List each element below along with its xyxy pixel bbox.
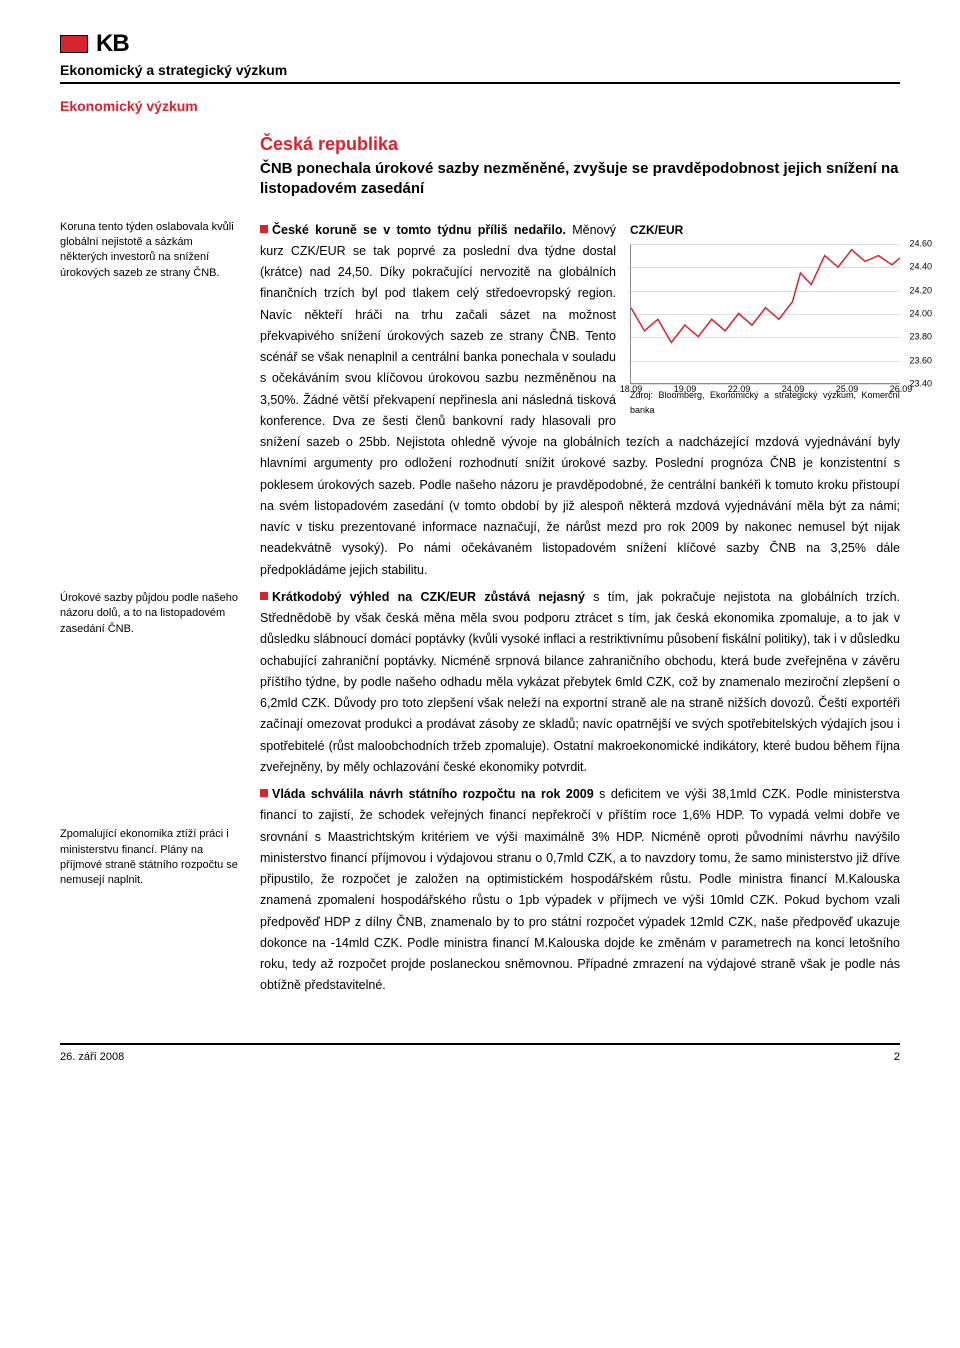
- header-bar: Ekonomický a strategický výzkum: [60, 62, 900, 84]
- subdepartment-name: Ekonomický výzkum: [60, 98, 900, 114]
- logo-mark: [60, 35, 88, 53]
- bullet-icon: [260, 592, 268, 600]
- chart-ytick: 23.40: [909, 376, 932, 391]
- chart-ytick: 24.20: [909, 283, 932, 298]
- country-title: Česká republika: [260, 134, 900, 155]
- paragraph-lead: Vláda schválila návrh státního rozpočtu …: [272, 787, 594, 801]
- chart-xtick: 26.09: [890, 382, 913, 397]
- paragraph: Krátkodobý výhled na CZK/EUR zůstává nej…: [260, 587, 900, 778]
- side-note: Koruna tento týden oslabovala kvůli glob…: [60, 220, 240, 282]
- chart-ytick: 23.60: [909, 353, 932, 368]
- side-note: Úrokové sazby půjdou podle našeho názoru…: [60, 591, 240, 637]
- chart-ytick: 24.00: [909, 306, 932, 321]
- footer-page-number: 2: [894, 1051, 900, 1063]
- chart-ytick: 23.80: [909, 330, 932, 345]
- chart-xtick: 25.09: [836, 382, 859, 397]
- bullet-icon: [260, 225, 268, 233]
- side-column: Koruna tento týden oslabovala kvůli glob…: [60, 220, 240, 1003]
- chart-czk-eur: CZK/EUR 24.6024.4024.2024.0023.8023.6023…: [630, 220, 900, 419]
- chart-xtick: 18.09: [620, 382, 643, 397]
- logo-text: KB: [96, 30, 129, 58]
- chart-ytick: 24.40: [909, 260, 932, 275]
- paragraph-lead: České koruně se v tomto týdnu příliš ned…: [272, 223, 566, 237]
- paragraph-body: s deficitem ve výši 38,1mld CZK. Podle m…: [260, 787, 900, 992]
- bullet-icon: [260, 789, 268, 797]
- chart-title: CZK/EUR: [630, 220, 900, 240]
- chart-xtick: 19.09: [674, 382, 697, 397]
- page-footer: 26. září 2008 2: [60, 1043, 900, 1063]
- paragraph-lead: Krátkodobý výhled na CZK/EUR zůstává nej…: [272, 590, 585, 604]
- title-block: Česká republika ČNB ponechala úrokové sa…: [260, 134, 900, 200]
- chart-source: Zdroj: Bloomberg, Ekonomický a strategic…: [630, 388, 900, 419]
- article-headline: ČNB ponechala úrokové sazby nezměněné, z…: [260, 159, 900, 200]
- logo-block: KB: [60, 30, 900, 58]
- footer-date: 26. září 2008: [60, 1051, 124, 1063]
- paragraph: Vláda schválila návrh státního rozpočtu …: [260, 784, 900, 997]
- chart-plot-area: 24.6024.4024.2024.0023.8023.6023.4018.09…: [630, 244, 900, 384]
- chart-xtick: 24.09: [782, 382, 805, 397]
- department-name: Ekonomický a strategický výzkum: [60, 62, 900, 78]
- chart-ytick: 24.60: [909, 236, 932, 251]
- side-note: Zpomalující ekonomika ztíží práci i mini…: [60, 827, 240, 889]
- chart-xtick: 22.09: [728, 382, 751, 397]
- main-column: CZK/EUR 24.6024.4024.2024.0023.8023.6023…: [260, 220, 900, 1003]
- paragraph-body: s tím, jak pokračuje nejistota na globál…: [260, 590, 900, 774]
